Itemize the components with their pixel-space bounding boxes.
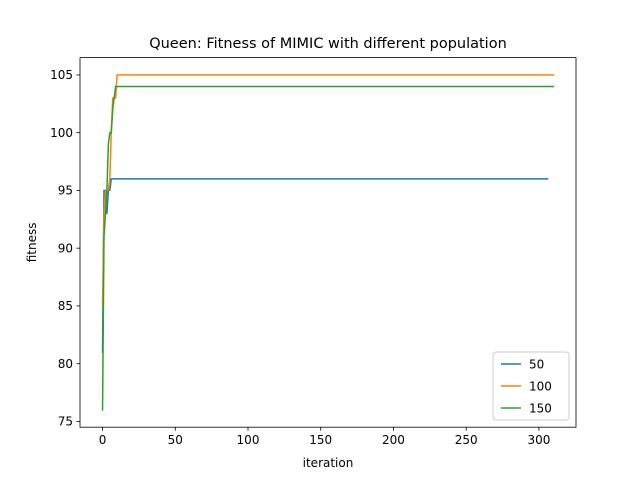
chart-title: Queen: Fitness of MIMIC with different p…: [149, 36, 507, 52]
y-tick-label: 75: [58, 415, 73, 429]
legend-box: [492, 351, 570, 421]
x-tick-label: 250: [455, 433, 478, 447]
y-tick-label: 85: [58, 299, 73, 313]
x-tick-label: 0: [99, 433, 107, 447]
x-tick-label: 100: [237, 433, 260, 447]
series-layer: [101, 74, 555, 411]
legend-label-150: 150: [529, 401, 552, 415]
series-line-150: [101, 85, 555, 411]
y-axis: 75 80 85 90 95 100 105: [50, 68, 80, 429]
series-line-100: [101, 74, 555, 307]
x-axis-label: iteration: [303, 456, 354, 470]
x-axis: 0 50 100 150 200 250 300: [99, 427, 550, 447]
y-tick-label: 95: [58, 184, 73, 198]
plot-frame: [79, 57, 577, 428]
y-tick-label: 100: [50, 126, 73, 140]
legend-label-100: 100: [529, 379, 552, 393]
y-tick-label: 90: [58, 241, 73, 255]
y-tick-label: 80: [58, 357, 73, 371]
x-tick-label: 50: [168, 433, 183, 447]
x-tick-label: 150: [309, 433, 332, 447]
y-tick-label: 105: [50, 68, 73, 82]
y-axis-label: fitness: [25, 223, 39, 263]
legend: 50 100 150: [492, 351, 570, 421]
legend-label-50: 50: [529, 357, 544, 371]
series-line-50: [101, 178, 549, 353]
x-tick-label: 300: [527, 433, 550, 447]
x-tick-label: 200: [382, 433, 405, 447]
